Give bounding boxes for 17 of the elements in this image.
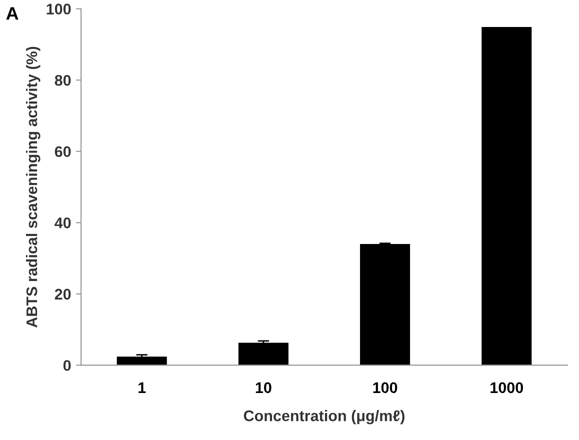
bar — [238, 342, 288, 366]
x-tick-label: 10 — [256, 382, 272, 394]
y-tick-label: 0 — [63, 360, 71, 371]
bar — [360, 244, 410, 366]
y-tick-label: 60 — [54, 146, 71, 158]
x-tick-label: 1000 — [490, 382, 523, 394]
x-tick-label: 1 — [138, 382, 146, 393]
y-tick-label: 80 — [54, 74, 71, 86]
y-axis-title: ABTS radical scaveninging activity (%) — [26, 46, 40, 328]
y-tick-label: 20 — [54, 288, 71, 300]
x-tick-label: 100 — [373, 382, 398, 394]
y-tick-label: 40 — [54, 218, 71, 228]
x-axis-title: Concentration (μg/mℓ) — [244, 410, 404, 424]
bar — [116, 356, 167, 366]
chart-title: A — [6, 7, 18, 20]
y-tick-label: 100 — [46, 4, 71, 14]
bar — [482, 26, 532, 366]
